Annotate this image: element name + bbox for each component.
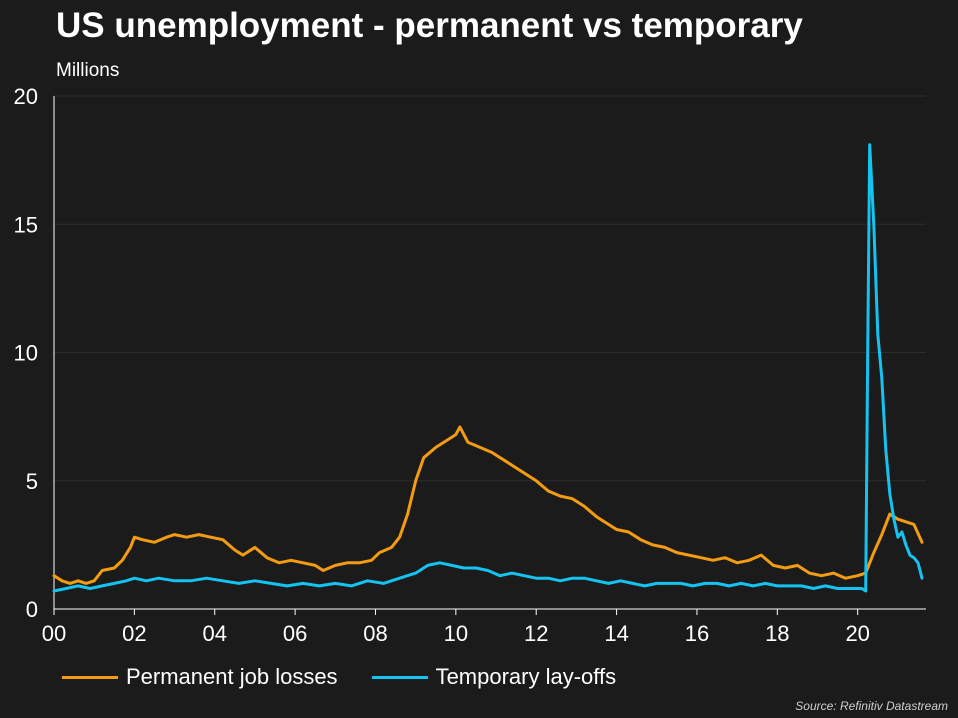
x-tick-label-06: 06 <box>283 621 307 646</box>
x-tick-label-04: 04 <box>202 621 226 646</box>
x-tick-label-20: 20 <box>845 621 869 646</box>
x-tick-label-00: 00 <box>42 621 66 646</box>
legend-swatch-permanent <box>62 675 118 679</box>
x-tick-label-16: 16 <box>685 621 709 646</box>
x-tick-label-12: 12 <box>524 621 548 646</box>
line-chart: 0 5 10 15 20 00 02 04 06 08 10 12 14 16 18 20 <box>14 84 926 646</box>
source-note: Source: Refinitiv Datastream <box>795 699 948 713</box>
chart-title: US unemployment - permanent vs temporary <box>56 6 803 45</box>
y-axis-unit-label: Millions <box>56 60 120 81</box>
legend-label-temporary: Temporary lay-offs <box>435 664 617 689</box>
legend-label-permanent: Permanent job losses <box>126 664 338 689</box>
legend-item-temporary: Temporary lay-offs <box>371 664 617 690</box>
legend: Permanent job losses Temporary lay-offs <box>62 664 650 690</box>
x-tick-label-02: 02 <box>122 621 146 646</box>
x-tick-label-08: 08 <box>363 621 387 646</box>
legend-swatch-temporary <box>371 675 428 679</box>
y-tick-label-0: 0 <box>26 597 38 622</box>
y-tick-label-20: 20 <box>14 84 38 109</box>
x-tick-label-18: 18 <box>765 621 789 646</box>
y-tick-label-10: 10 <box>14 341 38 366</box>
legend-item-permanent: Permanent job losses <box>62 664 338 690</box>
x-tick-label-10: 10 <box>444 621 468 646</box>
series-line-temporary-lay-offs <box>52 143 924 593</box>
series-line-permanent-job-losses <box>52 425 924 585</box>
y-tick-label-15: 15 <box>14 212 38 237</box>
x-tick-label-14: 14 <box>604 621 628 646</box>
y-tick-label-5: 5 <box>26 469 38 494</box>
